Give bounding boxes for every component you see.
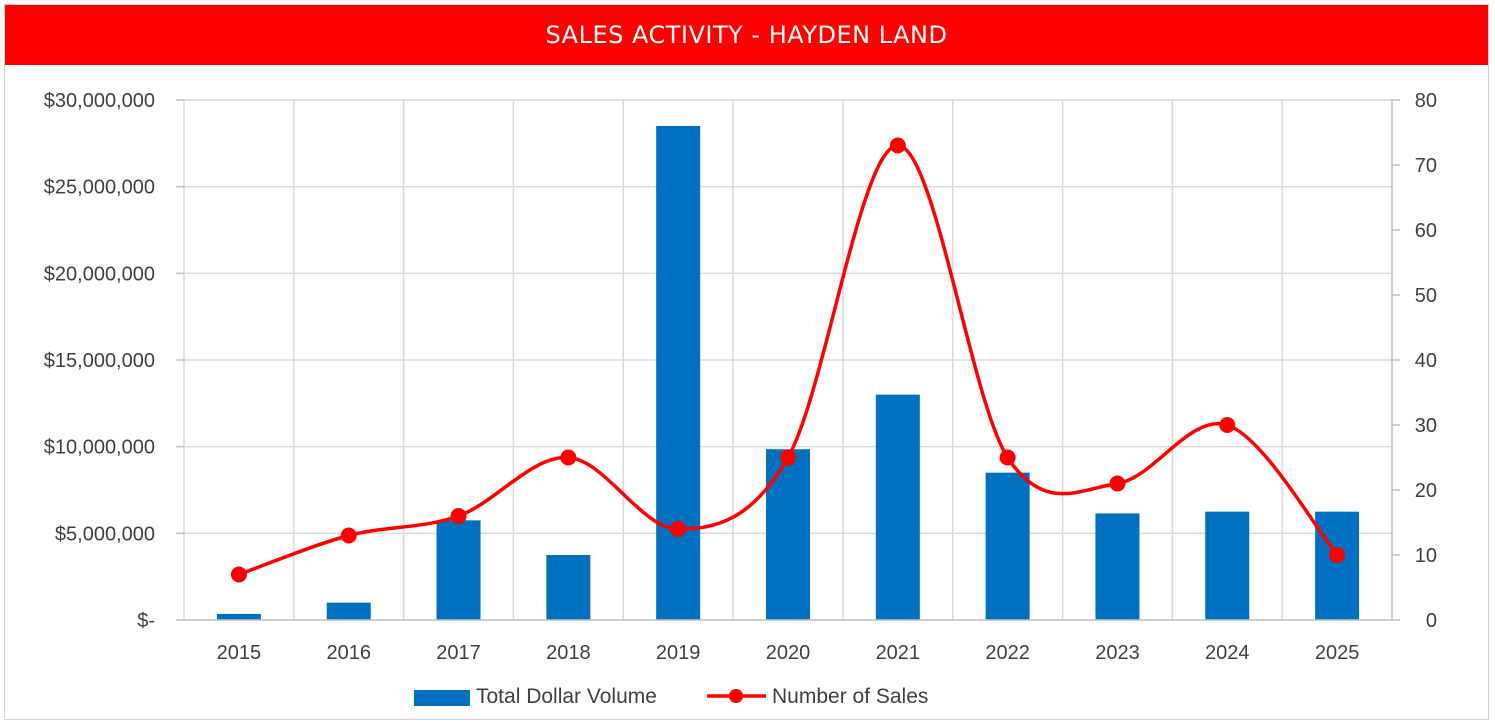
legend-line-marker (729, 689, 743, 703)
legend-bar-label: Total Dollar Volume (476, 685, 657, 708)
point-2018 (560, 449, 577, 466)
point-2019 (670, 521, 687, 537)
y-right-tick-label: 60 (1415, 220, 1437, 242)
legend: Total Dollar Volume Number of Sales (414, 685, 928, 708)
point-2023 (1109, 475, 1126, 492)
chart-title: SALES ACTIVITY - HAYDEN LAND (5, 5, 1488, 65)
tick-labels: $- $5,000,000 $10,000,000 $15,000,000 $20,00… (44, 90, 1437, 664)
bar-2018 (546, 555, 591, 620)
bar-2022 (985, 472, 1030, 620)
bar-2024 (1205, 511, 1250, 620)
point-2021 (889, 137, 906, 154)
y-left-tick-label: $- (137, 610, 155, 632)
y-right-tick-label: 20 (1415, 480, 1437, 502)
x-tick-label: 2024 (1205, 642, 1250, 664)
y-left-tick-label: $20,000,000 (44, 263, 155, 285)
bar-2017 (436, 520, 481, 620)
x-tick-label: 2025 (1315, 642, 1360, 664)
y-left-tick-label: $30,000,000 (44, 90, 155, 112)
x-tick-label: 2018 (546, 642, 591, 664)
bar-2020 (766, 449, 810, 620)
y-right-tick-label: 70 (1415, 155, 1437, 177)
bar-2023 (1095, 513, 1140, 620)
x-tick-label: 2017 (436, 642, 481, 664)
point-2024 (1219, 417, 1236, 433)
bar-2021 (875, 394, 920, 620)
x-tick-label: 2021 (876, 642, 921, 664)
bar-2019 (656, 126, 701, 620)
x-tick-label: 2020 (766, 642, 811, 664)
y-right-tick-label: 10 (1415, 545, 1437, 567)
y-left-tick-label: $15,000,000 (44, 350, 155, 372)
point-2020 (780, 449, 796, 466)
bar-2025 (1315, 511, 1360, 620)
x-tick-label: 2019 (656, 642, 701, 664)
line-series (230, 137, 1346, 583)
legend-line-label: Number of Sales (772, 685, 928, 708)
axes (176, 99, 1400, 621)
x-tick-label: 2023 (1095, 642, 1140, 664)
bar-2016 (326, 602, 371, 620)
x-tick-label: 2016 (326, 642, 371, 664)
y-right-tick-label: 30 (1415, 415, 1437, 437)
point-2025 (1329, 547, 1346, 563)
x-tick-label: 2015 (217, 642, 262, 664)
y-left-tick-label: $25,000,000 (44, 177, 155, 199)
grid-lines (184, 99, 1392, 620)
y-right-tick-label: 50 (1415, 285, 1437, 307)
point-2022 (999, 449, 1016, 466)
point-2016 (340, 527, 357, 544)
bar-2015 (216, 613, 261, 620)
y-left-tick-label: $5,000,000 (55, 523, 155, 545)
y-right-tick-label: 80 (1415, 90, 1437, 112)
point-2015 (230, 566, 247, 583)
legend-bar-swatch (414, 690, 470, 706)
bar-series (216, 126, 1360, 620)
y-left-tick-label: $10,000,000 (44, 437, 155, 459)
x-tick-label: 2022 (985, 642, 1030, 664)
y-right-tick-label: 0 (1426, 610, 1437, 632)
point-2017 (450, 508, 467, 524)
y-right-tick-label: 40 (1415, 350, 1437, 372)
